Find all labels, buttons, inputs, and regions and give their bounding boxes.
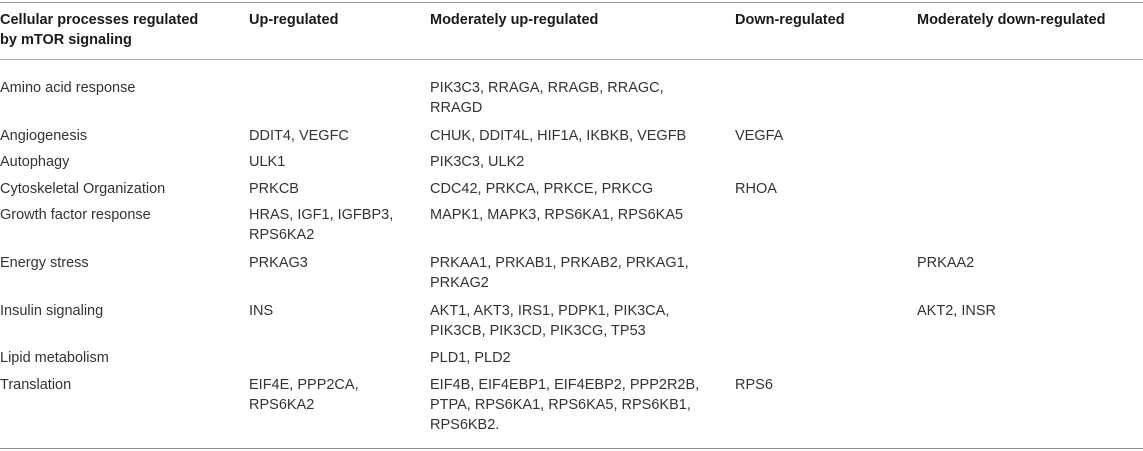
cell-down-regulated-line: RPS6 [735, 377, 773, 393]
cell-process-line: Lipid metabolism [0, 350, 109, 366]
cell-up-regulated-line: RPS6KA2 [249, 227, 315, 243]
cell-moderately-up-regulated: CDC42, PRKCA, PRKCE, PRKCG [430, 179, 653, 199]
cell-moderately-up-regulated: EIF4B, EIF4EBP1, EIF4EBP2, PPP2R2B, PTPA,… [430, 375, 699, 435]
cell-process: Angiogenesis [0, 126, 87, 146]
cell-up-regulated: ULK1 [249, 152, 285, 172]
cell-moderately-up-regulated-line: EIF4B, EIF4EBP1, EIF4EBP2, PPP2R2B, [430, 377, 700, 393]
cell-down-regulated: VEGFA [735, 126, 783, 146]
header-rule [0, 59, 1143, 60]
cell-moderately-up-regulated: PIK3C3, ULK2 [430, 152, 524, 172]
cell-process-line: Insulin signaling [0, 303, 104, 319]
cell-process: Translation [0, 375, 71, 395]
cell-up-regulated: DDIT4, VEGFC [249, 126, 349, 146]
cell-moderately-up-regulated: PLD1, PLD2 [430, 348, 511, 368]
cell-process: Lipid metabolism [0, 348, 109, 368]
header-process-line-1: Cellular processes regulated [0, 12, 199, 28]
cell-up-regulated-line: EIF4E, PPP2CA, [249, 377, 359, 393]
cell-up-regulated-line: PRKAG3 [249, 255, 308, 271]
cell-moderately-up-regulated-line: PIK3C3, RRAGA, RRAGB, RRAGC, [430, 80, 664, 96]
cell-moderately-up-regulated: MAPK1, MAPK3, RPS6KA1, RPS6KA5 [430, 205, 683, 225]
header-moderately-up-regulated: Moderately up-regulated [430, 12, 599, 28]
cell-process-line: Translation [0, 377, 72, 393]
cell-up-regulated-line: PRKCB [249, 181, 299, 197]
cell-process-line: Energy stress [0, 255, 89, 271]
cell-moderately-up-regulated-line: PRKAA1, PRKAB1, PRKAB2, PRKAG1, [430, 255, 689, 271]
cell-up-regulated-line: DDIT4, VEGFC [249, 128, 349, 144]
cell-up-regulated-line: HRAS, IGF1, IGFBP3, [249, 207, 394, 223]
cell-process-line: Growth factor response [0, 207, 151, 223]
cell-down-regulated-line: VEGFA [735, 128, 784, 144]
cell-moderately-up-regulated-line: PRKAG2 [430, 275, 489, 291]
table-bottom-rule [0, 448, 1143, 449]
cell-moderately-down-regulated-line: PRKAA2 [917, 255, 975, 271]
cell-moderately-up-regulated-line: PLD1, PLD2 [430, 350, 511, 366]
header-up-regulated: Up-regulated [249, 12, 339, 28]
cell-down-regulated-line: RHOA [735, 181, 777, 197]
cell-process: Insulin signaling [0, 301, 103, 321]
cell-process-line: Angiogenesis [0, 128, 88, 144]
cell-down-regulated: RHOA [735, 179, 777, 199]
cell-process-line: Cytoskeletal Organization [0, 181, 166, 197]
table-top-rule [0, 2, 1143, 3]
cell-up-regulated-line: INS [249, 303, 274, 319]
cell-moderately-up-regulated-line: PIK3C3, ULK2 [430, 154, 525, 170]
cell-moderately-up-regulated: AKT1, AKT3, IRS1, PDPK1, PIK3CA, PIK3CB, … [430, 301, 669, 341]
cell-process: Amino acid response [0, 78, 135, 98]
cell-moderately-down-regulated: AKT2, INSR [917, 301, 996, 321]
cell-moderately-up-regulated-line: PTPA, RPS6KA1, RPS6KA5, RPS6KB1, [430, 397, 691, 413]
cell-moderately-up-regulated: CHUK, DDIT4L, HIF1A, IKBKB, VEGFB [430, 126, 686, 146]
cell-process: Growth factor response [0, 205, 151, 225]
cell-moderately-up-regulated-line: MAPK1, MAPK3, RPS6KA1, RPS6KA5 [430, 207, 684, 223]
cell-moderately-up-regulated-line: PIK3CB, PIK3CD, PIK3CG, TP53 [430, 323, 646, 339]
cell-down-regulated: RPS6 [735, 375, 773, 395]
cell-up-regulated: EIF4E, PPP2CA, RPS6KA2 [249, 375, 359, 415]
cell-up-regulated: HRAS, IGF1, IGFBP3, RPS6KA2 [249, 205, 393, 245]
cell-process-line: Amino acid response [0, 80, 136, 96]
cell-moderately-up-regulated-line: CDC42, PRKCA, PRKCE, PRKCG [430, 181, 654, 197]
cell-moderately-up-regulated-line: CHUK, DDIT4L, HIF1A, IKBKB, VEGFB [430, 128, 687, 144]
cell-process: Autophagy [0, 152, 69, 172]
cell-moderately-up-regulated: PRKAA1, PRKAB1, PRKAB2, PRKAG1, PRKAG2 [430, 253, 689, 293]
cell-up-regulated: PRKCB [249, 179, 299, 199]
cell-moderately-up-regulated: PIK3C3, RRAGA, RRAGB, RRAGC, RRAGD [430, 78, 664, 118]
header-down-regulated: Down-regulated [735, 12, 845, 28]
cell-process: Cytoskeletal Organization [0, 179, 165, 199]
header-moderately-down-regulated: Moderately down-regulated [917, 12, 1106, 28]
cell-moderately-up-regulated-line: RPS6KB2. [430, 417, 500, 433]
cell-process: Energy stress [0, 253, 89, 273]
cell-up-regulated: INS [249, 301, 273, 321]
cell-moderately-up-regulated-line: RRAGD [430, 100, 483, 116]
cell-moderately-up-regulated-line: AKT1, AKT3, IRS1, PDPK1, PIK3CA, [430, 303, 670, 319]
header-process: Cellular processes regulated by mTOR sig… [0, 10, 198, 50]
header-process-line-2: by mTOR signaling [0, 32, 132, 48]
cell-process-line: Autophagy [0, 154, 70, 170]
cell-up-regulated-line: ULK1 [249, 154, 286, 170]
cell-up-regulated: PRKAG3 [249, 253, 308, 273]
cell-moderately-down-regulated-line: AKT2, INSR [917, 303, 996, 319]
cell-moderately-down-regulated: PRKAA2 [917, 253, 974, 273]
cell-up-regulated-line: RPS6KA2 [249, 397, 315, 413]
